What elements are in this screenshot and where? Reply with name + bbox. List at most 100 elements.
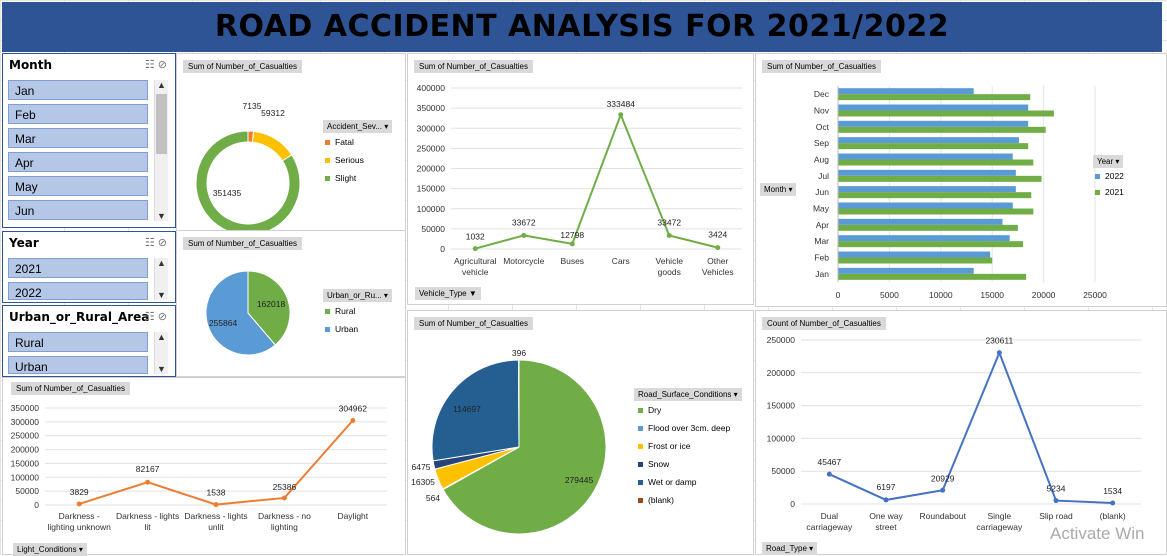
y-tick-label-jun: Jun xyxy=(815,187,829,197)
field-button[interactable]: Sum of Number_of_Casualties xyxy=(11,382,130,395)
legend-filter-button[interactable]: Accident_Sev... ▾ xyxy=(323,120,393,133)
multiselect-icon[interactable]: ☷ ⊘ xyxy=(144,237,167,249)
month-slicer-scrollbar[interactable]: ▲ ▼ xyxy=(154,80,168,221)
chevron-down-icon[interactable]: ▼ xyxy=(157,290,166,300)
x-tick-label-cars: Cars xyxy=(612,256,630,266)
severity-chart-panel[interactable]: Sum of Number_of_Casualties 7135 59312 351… xyxy=(176,53,406,231)
slicer-item-feb[interactable]: Feb xyxy=(8,104,148,124)
slicer-item-mar[interactable]: Mar xyxy=(8,128,148,148)
x-tick-label-single-carriageway-1: carriageway xyxy=(976,522,1023,532)
multiselect-icon[interactable]: ☷ ⊘ xyxy=(144,59,167,71)
x-tick-label-darkness-no-lighting-1: lighting xyxy=(271,522,298,532)
legend-item-snow: Snow xyxy=(638,459,669,469)
legend-item-slight: Slight xyxy=(325,173,356,183)
x-tick-label: 20000 xyxy=(1032,290,1056,300)
y-tick-label-feb: Feb xyxy=(814,253,829,263)
vehicle-type-filter-button[interactable]: Vehicle_Type ▼ xyxy=(415,287,481,300)
legend-item-flood: Flood over 3cm. deep xyxy=(638,423,730,433)
month-slicer[interactable]: Month ☷ ⊘ Jan Feb Mar Apr May Jun ▲ ▼ xyxy=(2,53,176,228)
data-label-roundabout: 20929 xyxy=(931,473,955,483)
data-point-one-way-street xyxy=(883,497,889,503)
field-button[interactable]: Sum of Number_of_Casualties xyxy=(183,60,302,73)
urban-chart-panel[interactable]: Sum of Number_of_Casualties 162018 255864… xyxy=(176,230,406,377)
data-label-agricultural-vehicle: 1032 xyxy=(466,232,485,242)
data-label-cars: 333484 xyxy=(607,99,636,109)
slicer-item-rural[interactable]: Rural xyxy=(8,332,148,352)
road-type-line-chart: 0 50000 100000 150000 200000 250000 45467 6197 2… xyxy=(767,335,1141,532)
month-axis-button[interactable]: Month ▾ xyxy=(760,183,797,196)
data-point-blank xyxy=(1110,500,1116,506)
x-tick-label-agricultural-vehicle: Agricultural xyxy=(454,256,497,266)
bar-2021-mar xyxy=(838,241,1024,248)
x-tick-label-other-vehicles: Other xyxy=(707,256,728,266)
y-tick-label: 100000 xyxy=(767,433,796,443)
year-slicer-header: Year xyxy=(9,236,39,250)
field-button[interactable]: Sum of Number_of_Casualties xyxy=(414,317,533,330)
chevron-down-icon[interactable]: ▼ xyxy=(157,211,166,221)
slicer-item-jun[interactable]: Jun xyxy=(8,200,148,220)
slicer-item-apr[interactable]: Apr xyxy=(8,152,148,172)
slice-rural xyxy=(247,270,291,346)
data-label-darkness-no-lighting: 25386 xyxy=(273,482,297,492)
bar-2021-may xyxy=(838,208,1034,215)
area-slicer-scrollbar[interactable]: ▲ ▼ xyxy=(154,332,168,374)
light-conditions-filter-button[interactable]: Light_Conditions ▾ xyxy=(13,543,87,556)
bar-2022-mar xyxy=(838,235,1010,242)
x-tick-label-darkness-lights-lit: Darkness - lights xyxy=(116,511,179,521)
slicer-item-urban[interactable]: Urban xyxy=(8,356,148,374)
field-button[interactable]: Sum of Number_of_Casualties xyxy=(414,60,533,73)
dashboard-title: ROAD ACCIDENT ANALYSIS FOR 2021/2022 xyxy=(2,2,1162,52)
field-button[interactable]: Sum of Number_of_Casualties xyxy=(762,60,881,73)
x-tick-label-vehicle-goods-1: goods xyxy=(658,267,681,277)
data-label-buses: 12798 xyxy=(560,230,584,240)
legend-filter-button[interactable]: Year ▾ xyxy=(1093,155,1124,168)
y-tick-label-aug: Aug xyxy=(814,155,829,165)
year-slicer-scrollbar[interactable]: ▲ ▼ xyxy=(154,258,168,300)
area-slicer[interactable]: Urban_or_Rural_Area ☷ ⊘ Rural Urban ▲ ▼ xyxy=(2,305,176,377)
y-tick-label-may: May xyxy=(813,204,830,214)
y-tick-label: 350000 xyxy=(417,103,446,113)
x-tick-label-buses: Buses xyxy=(560,256,584,266)
light-chart-panel[interactable]: Sum of Number_of_Casualties 0 50000 100000… xyxy=(2,377,406,556)
multiselect-icon[interactable]: ☷ ⊘ xyxy=(144,311,167,323)
surface-chart-panel[interactable]: Sum of Number_of_Casualties 279445 564 163… xyxy=(407,310,754,555)
x-tick-label-slip-road: Slip road xyxy=(1039,511,1073,521)
chevron-up-icon[interactable]: ▲ xyxy=(157,80,166,90)
road-type-filter-button[interactable]: Road_Type ▾ xyxy=(762,542,818,555)
data-label-wet-or-damp: 114697 xyxy=(453,404,481,414)
x-tick-label-darkness-lights-unlit: Darkness - lights xyxy=(184,511,247,521)
data-label-darkness-lights-lit: 82167 xyxy=(136,464,160,474)
slicer-item-2022[interactable]: 2022 xyxy=(8,282,148,300)
chevron-up-icon[interactable]: ▲ xyxy=(157,258,166,268)
slicer-item-jan[interactable]: Jan xyxy=(8,80,148,100)
chevron-down-icon[interactable]: ▼ xyxy=(157,364,166,374)
slicer-item-may[interactable]: May xyxy=(8,176,148,196)
chevron-up-icon[interactable]: ▲ xyxy=(157,332,166,342)
vehicle-chart-panel[interactable]: Sum of Number_of_Casualties 0 50000 100000… xyxy=(407,53,754,305)
road-chart-panel[interactable]: Count of Number_of_Casualties 0 50000 1000… xyxy=(755,310,1167,555)
x-tick-label-one-way-street: One way xyxy=(869,511,903,521)
legend-item-2021: 2021 xyxy=(1095,187,1124,197)
legend-filter-button[interactable]: Urban_or_Ru... ▾ xyxy=(323,289,392,302)
filter-label: Vehicle_Type xyxy=(419,289,467,298)
bar-2021-jan xyxy=(838,273,1027,280)
field-button[interactable]: Sum of Number_of_Casualties xyxy=(183,237,302,250)
data-label-slip-road: 5234 xyxy=(1047,484,1066,494)
y-tick-label: 200000 xyxy=(767,368,796,378)
y-tick-label-mar: Mar xyxy=(814,236,829,246)
slicer-item-2021[interactable]: 2021 xyxy=(8,258,148,278)
field-button[interactable]: Count of Number_of_Casualties xyxy=(762,317,886,330)
slice-urban xyxy=(205,270,276,356)
series-line xyxy=(474,112,718,250)
month-slicer-header: Month xyxy=(9,58,53,72)
scroll-thumb[interactable] xyxy=(156,94,167,154)
bar-2021-oct xyxy=(838,126,1046,133)
data-point-daylight xyxy=(350,417,356,423)
legend-filter-button[interactable]: Road_Surface_Conditions ▾ xyxy=(634,388,742,401)
bar-2021-jul xyxy=(838,175,1042,182)
axis-label: Month xyxy=(764,185,787,194)
monthly-chart-panel[interactable]: Sum of Number_of_Casualties 0 5000 10000 15… xyxy=(755,53,1167,307)
year-slicer[interactable]: Year ☷ ⊘ 2021 2022 ▲ ▼ xyxy=(2,231,176,303)
y-tick-label-sep: Sep xyxy=(814,138,829,148)
